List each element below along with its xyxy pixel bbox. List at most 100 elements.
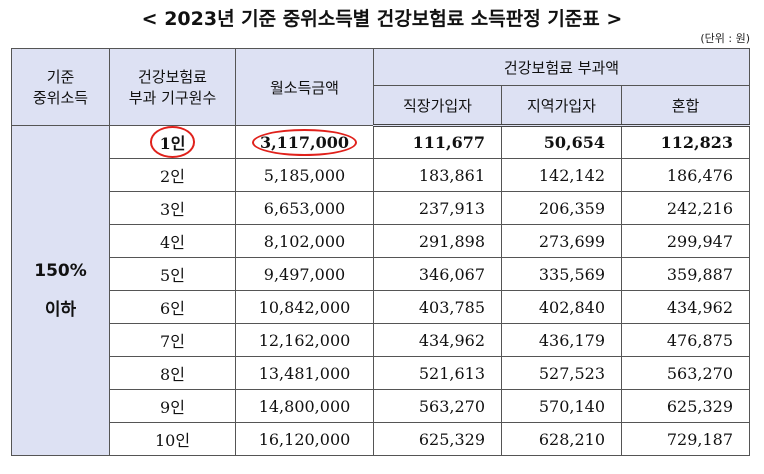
household-cell: 9인	[109, 389, 236, 423]
household-cell-text: 9인	[160, 398, 185, 417]
median-group-cell: 150% 이하	[11, 125, 110, 456]
regional-premium-cell: 628,210	[501, 422, 622, 456]
workplace-premium-cell-text: 403,785	[418, 297, 485, 317]
workplace-premium-cell: 183,861	[373, 158, 502, 192]
regional-premium-cell: 335,569	[501, 257, 622, 291]
workplace-premium-cell: 563,270	[373, 389, 502, 423]
workplace-premium-cell-text: 237,913	[418, 198, 485, 218]
household-cell-text: 7인	[160, 332, 185, 351]
workplace-premium-cell: 237,913	[373, 191, 502, 225]
workplace-premium-cell: 434,962	[373, 323, 502, 357]
header-monthly-income: 월소득금액	[235, 48, 374, 126]
workplace-premium-cell: 521,613	[373, 356, 502, 390]
mixed-premium-cell: 729,187	[620, 422, 751, 456]
household-cell: 3인	[109, 191, 236, 225]
header-premium-group: 건강보험료 부과액	[372, 48, 751, 86]
mixed-premium-cell: 476,875	[620, 323, 751, 357]
workplace-premium-cell-text: 625,329	[418, 429, 485, 449]
workplace-premium-cell-text: 346,067	[418, 264, 485, 284]
income-cell-text: 10,842,000	[258, 297, 351, 317]
mixed-premium-cell: 186,476	[620, 158, 751, 192]
header-median-income: 기준 중위소득	[11, 48, 110, 126]
mixed-premium-cell-text: 242,216	[666, 198, 734, 218]
regional-premium-cell-text: 628,210	[538, 429, 605, 449]
table-row: 10인 16,120,000 625,329 628,210 729,187	[12, 422, 751, 456]
regional-premium-cell-text: 273,699	[538, 231, 605, 251]
header-mixed: 혼합	[620, 85, 751, 127]
table-body: 150% 이하 1인 3,117,000 111,677 50,654 112,823 2인 5…	[11, 125, 751, 456]
regional-premium-cell: 436,179	[501, 323, 622, 357]
household-cell: 5인	[109, 257, 236, 291]
income-cell-text: 16,120,000	[258, 429, 351, 449]
income-cell-text: 6,653,000	[263, 198, 346, 218]
income-cell: 14,800,000	[235, 389, 374, 423]
income-cell: 16,120,000	[235, 422, 374, 456]
mixed-premium-cell-text: 299,947	[666, 231, 734, 251]
workplace-premium-cell-text: 183,861	[418, 165, 485, 185]
household-cell: 8인	[109, 356, 236, 390]
table-row: 6인 10,842,000 403,785 402,840 434,962	[12, 290, 751, 324]
table-row: 5인 9,497,000 346,067 335,569 359,887	[12, 257, 751, 291]
workplace-premium-cell: 403,785	[373, 290, 502, 324]
mixed-premium-cell-text: 434,962	[666, 297, 734, 317]
workplace-premium-cell-text: 291,898	[418, 231, 485, 251]
regional-premium-cell-text: 402,840	[538, 297, 605, 317]
unit-note: (단위 : 원)	[700, 32, 750, 45]
median-group-line2: 이하	[44, 300, 77, 320]
household-cell: 2인	[109, 158, 236, 192]
mixed-premium-cell: 112,823	[620, 125, 751, 159]
household-cell: 10인	[109, 422, 236, 456]
mixed-premium-cell-text: 359,887	[666, 264, 734, 284]
household-cell-text: 4인	[160, 233, 185, 252]
table-row: 7인 12,162,000 434,962 436,179 476,875	[12, 323, 751, 357]
regional-premium-cell: 50,654	[501, 125, 622, 159]
workplace-premium-cell: 291,898	[373, 224, 502, 258]
header-median-line1: 기준	[46, 68, 75, 86]
workplace-premium-cell-text: 521,613	[418, 363, 485, 383]
table-row: 150% 이하 1인 3,117,000 111,677 50,654 112,823	[11, 125, 751, 456]
table-row: 4인 8,102,000 291,898 273,699 299,947	[12, 224, 751, 258]
income-cell-text: 14,800,000	[258, 396, 351, 416]
income-cell: 12,162,000	[235, 323, 374, 357]
income-cell-text: 9,497,000	[263, 264, 346, 284]
regional-premium-cell-text: 335,569	[538, 264, 605, 284]
income-cell: 3,117,000	[235, 125, 374, 159]
workplace-premium-cell-text: 111,677	[412, 133, 485, 152]
header-regional: 지역가입자	[501, 85, 622, 127]
household-cell: 7인	[109, 323, 236, 357]
mixed-premium-cell: 563,270	[620, 356, 751, 390]
household-cell-text: 6인	[160, 299, 185, 318]
mixed-premium-cell-text: 625,329	[666, 396, 734, 416]
regional-premium-cell-text: 50,654	[543, 133, 605, 152]
mixed-premium-cell-text: 729,187	[666, 429, 734, 449]
regional-premium-cell: 570,140	[501, 389, 622, 423]
regional-premium-cell: 527,523	[501, 356, 622, 390]
income-cell: 6,653,000	[235, 191, 374, 225]
income-cell: 8,102,000	[235, 224, 374, 258]
workplace-premium-cell-text: 434,962	[418, 330, 485, 350]
household-cell-text: 5인	[160, 266, 185, 285]
income-cell-text: 13,481,000	[258, 363, 351, 383]
mixed-premium-cell: 434,962	[620, 290, 751, 324]
regional-premium-cell-text: 436,179	[538, 330, 605, 350]
regional-premium-cell: 402,840	[501, 290, 622, 324]
income-cell: 13,481,000	[235, 356, 374, 390]
household-cell-text: 10인	[154, 431, 191, 450]
workplace-premium-cell: 346,067	[373, 257, 502, 291]
median-group-line1: 150%	[34, 261, 87, 281]
regional-premium-cell: 206,359	[501, 191, 622, 225]
mixed-premium-cell-text: 112,823	[660, 133, 734, 152]
regional-premium-cell: 273,699	[501, 224, 622, 258]
household-cell-text: 3인	[160, 200, 185, 219]
income-cell: 5,185,000	[235, 158, 374, 192]
income-cell: 10,842,000	[235, 290, 374, 324]
mixed-premium-cell-text: 563,270	[666, 363, 734, 383]
mixed-premium-cell-text: 186,476	[666, 165, 734, 185]
household-cell-text: 2인	[160, 167, 185, 186]
workplace-premium-cell-text: 563,270	[418, 396, 485, 416]
mixed-premium-cell-text: 476,875	[666, 330, 734, 350]
workplace-premium-cell: 625,329	[373, 422, 502, 456]
regional-premium-cell-text: 206,359	[538, 198, 605, 218]
income-cell: 9,497,000	[235, 257, 374, 291]
table-row: 2인 5,185,000 183,861 142,142 186,476	[12, 158, 751, 192]
